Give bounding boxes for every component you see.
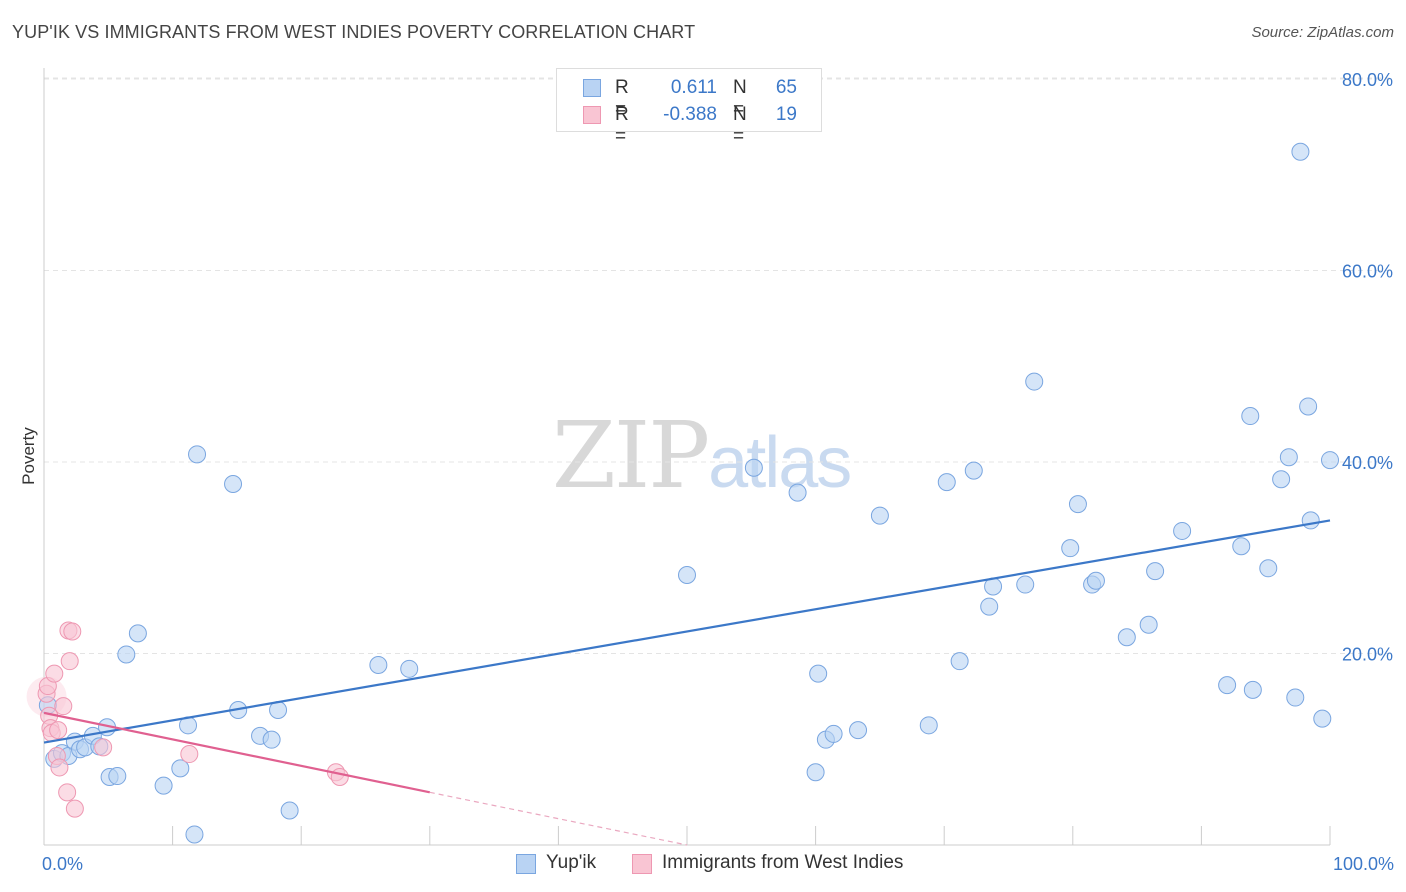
legend-r-value: 0.611: [670, 77, 717, 98]
point-yupik: [919, 716, 938, 735]
trend-line-west-indies-extension: [429, 791, 688, 846]
point-yupik: [1299, 397, 1318, 416]
point-yupik: [1086, 571, 1105, 590]
legend-n-value: 19: [775, 104, 797, 125]
source-label: Source: ZipAtlas.com: [1251, 24, 1394, 41]
point-yupik: [188, 445, 207, 464]
point-yupik: [1243, 680, 1262, 699]
trend-line-yupik: [43, 519, 1331, 744]
point-west-indies: [180, 745, 199, 764]
point-yupik: [1279, 448, 1298, 467]
bottom-legend: Yup'ik Immigrants from West Indies: [0, 852, 1406, 878]
point-west-indies: [60, 652, 79, 671]
legend-n-label: N =: [733, 104, 747, 147]
legend-n-value: 65: [775, 77, 797, 98]
point-yupik: [1139, 615, 1158, 634]
legend-n-label: N =: [733, 77, 747, 120]
point-yupik: [224, 475, 243, 494]
y-tick-label: 40.0%: [1342, 453, 1393, 473]
x-tick-label: 0.0%: [42, 854, 83, 874]
legend-r-label: R =: [615, 104, 629, 147]
point-west-indies: [54, 697, 73, 716]
chart-title: YUP'IK VS IMMIGRANTS FROM WEST INDIES PO…: [12, 22, 696, 42]
x-tick-label: 100.0%: [1333, 854, 1394, 874]
point-yupik: [171, 759, 190, 778]
point-yupik: [154, 776, 173, 795]
y-axis-label: Poverty: [19, 427, 38, 485]
legend-r-value: -0.388: [663, 104, 717, 125]
bottom-legend-label-yupik: Yup'ik: [546, 852, 597, 873]
point-yupik: [964, 461, 983, 480]
watermark-zip: ZIP: [552, 402, 710, 509]
point-west-indies: [50, 758, 69, 777]
point-west-indies: [63, 622, 82, 641]
y-tick-label: 20.0%: [1342, 645, 1393, 665]
point-yupik: [809, 664, 828, 683]
point-yupik: [1016, 575, 1035, 594]
point-yupik: [1272, 470, 1291, 489]
point-yupik: [788, 483, 807, 502]
trend-line-west-indies: [43, 711, 431, 794]
watermark: ZIPatlas: [552, 402, 852, 509]
bottom-legend-swatch-west-indies: [632, 854, 652, 874]
point-yupik: [678, 565, 696, 584]
legend-r-label: R =: [615, 77, 629, 120]
point-yupik: [185, 825, 204, 844]
point-yupik: [1173, 521, 1192, 540]
point-yupik: [280, 801, 299, 820]
point-yupik: [108, 767, 127, 786]
point-yupik: [806, 763, 825, 782]
point-yupik: [400, 659, 419, 678]
point-west-indies: [94, 738, 113, 757]
point-west-indies: [65, 799, 84, 818]
y-tick-label: 80.0%: [1342, 70, 1393, 90]
point-yupik: [1241, 407, 1260, 426]
point-west-indies: [330, 768, 349, 787]
point-yupik: [1286, 688, 1305, 707]
point-yupik: [1061, 539, 1080, 558]
point-yupik: [849, 721, 868, 740]
bottom-legend-label-west-indies: Immigrants from West Indies: [662, 852, 904, 873]
point-yupik: [1301, 511, 1320, 530]
legend-swatch-west-indies: [583, 106, 601, 124]
point-west-indies: [45, 664, 64, 683]
point-yupik: [824, 724, 843, 743]
point-yupik: [1259, 559, 1278, 578]
watermark-atlas: atlas: [708, 423, 852, 503]
point-west-indies: [49, 721, 68, 740]
point-yupik: [117, 645, 136, 664]
point-west-indies: [58, 783, 77, 802]
point-yupik: [1146, 562, 1165, 581]
legend: R = 0.611 N = 65 R = -0.388 N = 19: [556, 68, 822, 147]
point-yupik: [1313, 709, 1332, 728]
point-yupik: [262, 730, 281, 749]
point-yupik: [1232, 537, 1251, 556]
point-yupik: [950, 652, 969, 671]
point-yupik: [870, 506, 889, 525]
bottom-legend-swatch-yupik: [516, 854, 536, 874]
point-yupik: [1321, 451, 1339, 470]
point-yupik: [1117, 628, 1136, 647]
point-yupik: [937, 473, 956, 492]
point-yupik: [128, 624, 147, 643]
point-yupik: [980, 597, 999, 616]
legend-swatch-yupik: [583, 79, 601, 97]
point-yupik: [744, 458, 763, 477]
point-yupik: [1291, 142, 1310, 161]
point-yupik: [369, 655, 388, 674]
point-yupik: [1068, 495, 1087, 514]
point-yupik: [1218, 676, 1237, 695]
point-yupik: [1025, 372, 1044, 391]
y-tick-label: 60.0%: [1342, 262, 1393, 282]
